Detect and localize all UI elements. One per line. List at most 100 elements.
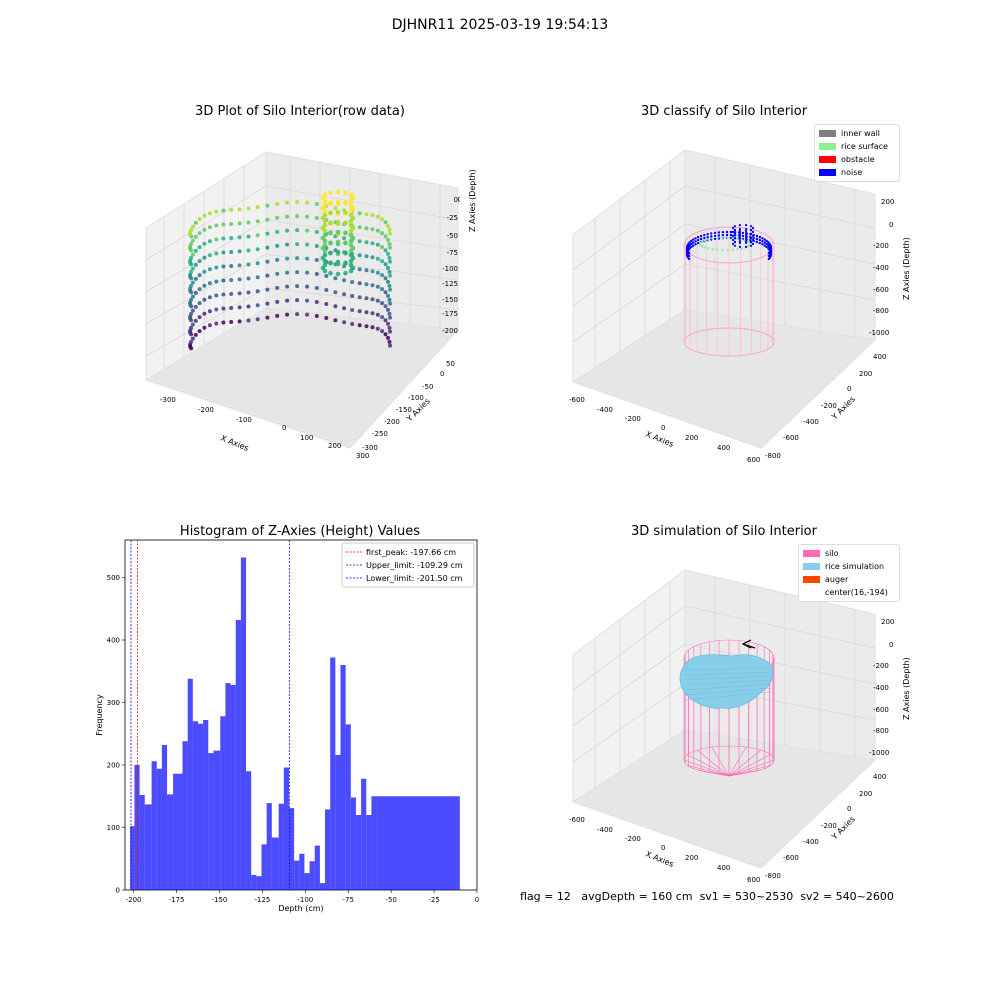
- raw-point: [255, 247, 260, 252]
- raw-point: [335, 271, 341, 277]
- silo-floor-line: [728, 759, 775, 777]
- noise-point: [688, 244, 691, 247]
- noise-point: [699, 234, 703, 238]
- raw-point: [214, 307, 219, 312]
- raw-point: [350, 308, 355, 312]
- raw-point: [189, 312, 193, 316]
- histogram-bar: [309, 861, 315, 890]
- histogram-bar: [167, 794, 174, 890]
- raw-point: [190, 252, 195, 257]
- legend-swatch: [803, 563, 820, 570]
- raw-point: [357, 239, 362, 244]
- noise-point: [751, 234, 755, 238]
- rice-surface-point: [701, 240, 704, 243]
- raw-point: [388, 273, 392, 278]
- simulation-y-tick: -200: [821, 822, 837, 830]
- raw-point: [237, 277, 242, 282]
- rice-surface-point: [703, 246, 706, 249]
- rice-mesh-line: [684, 687, 772, 696]
- histogram-y-tick-label: 0: [116, 887, 120, 895]
- raw-point: [305, 242, 310, 247]
- raw-point: [343, 260, 348, 266]
- noise-point: [738, 233, 741, 236]
- noise-point: [741, 231, 745, 235]
- classify-y-tick: -800: [765, 452, 781, 460]
- raw-z-tick: -100: [442, 265, 458, 273]
- legend-item-center: center(16,-194): [803, 586, 899, 599]
- raw-point: [386, 265, 390, 270]
- raw-point: [305, 256, 310, 261]
- noise-point: [767, 251, 771, 255]
- raw-point: [314, 202, 319, 206]
- raw-point: [383, 276, 388, 281]
- histogram-bar: [144, 804, 152, 890]
- rice-surface-point: [703, 239, 706, 242]
- raw-point: [295, 214, 300, 219]
- raw-point: [246, 220, 251, 225]
- histogram-y-tick-label: 100: [107, 824, 120, 832]
- raw-point: [255, 303, 260, 308]
- raw-point: [237, 263, 242, 268]
- noise-point: [713, 237, 717, 241]
- noise-point: [697, 235, 700, 239]
- noise-point: [738, 240, 741, 243]
- raw-point: [221, 236, 226, 241]
- raw-point: [324, 288, 329, 292]
- raw-point: [322, 252, 328, 258]
- raw-point: [357, 295, 362, 300]
- raw-point: [305, 200, 310, 205]
- raw-x-tick: -200: [198, 406, 214, 414]
- raw-point: [342, 320, 347, 325]
- raw-point: [237, 221, 242, 226]
- raw-point: [333, 290, 338, 295]
- rice-surface-point: [740, 247, 743, 250]
- raw-point: [314, 216, 319, 220]
- raw-point: [202, 255, 207, 260]
- legend-swatch: [819, 143, 836, 150]
- raw-point: [364, 282, 369, 287]
- histogram-bar: [139, 795, 145, 890]
- raw-point: [357, 309, 362, 314]
- simulation-y-tick: -400: [803, 838, 819, 846]
- histogram-x-tick-label: -25: [428, 896, 439, 904]
- raw-point: [207, 267, 212, 272]
- raw-point: [229, 236, 234, 240]
- rice-surface-point: [699, 241, 702, 244]
- noise-point: [733, 241, 736, 244]
- legend-label: noise: [841, 168, 863, 177]
- histogram-x-tick-label: -150: [211, 896, 227, 904]
- legend-label: rice surface: [841, 142, 888, 151]
- simulation-y-tick: -800: [765, 872, 781, 880]
- noise-point: [750, 229, 753, 232]
- raw-point: [387, 297, 392, 302]
- classify-z-tick: -600: [873, 286, 889, 294]
- raw-point: [383, 332, 388, 337]
- classify-x-tick: 200: [685, 434, 698, 442]
- histogram-bar: [325, 809, 331, 890]
- depth-histogram: -200 -175 -150 -125 -100 -75 -50 -25 0 0 100 200 30…: [95, 539, 479, 913]
- raw-point: [202, 269, 207, 274]
- classify-x-tick: 600: [747, 456, 760, 464]
- rice-mesh-line: [684, 683, 772, 691]
- legend-item-noise: noise: [819, 166, 899, 179]
- histogram-bar: [230, 685, 236, 890]
- raw-point: [190, 224, 195, 229]
- raw-point: [214, 265, 219, 270]
- raw-point: [324, 316, 329, 320]
- raw-point: [221, 306, 226, 311]
- noise-point: [690, 245, 693, 249]
- raw-point: [383, 290, 388, 295]
- noise-point: [761, 240, 764, 243]
- legend-item-rice-surface: rice surface: [819, 140, 899, 153]
- noise-point: [703, 236, 706, 240]
- raw-point: [348, 208, 354, 214]
- raw-point: [255, 275, 260, 280]
- histogram-bar: [366, 815, 372, 890]
- raw-point: [364, 212, 369, 217]
- raw-point: [324, 274, 329, 278]
- raw-point: [375, 298, 380, 303]
- raw-z-axis-label: Z Axies (Depth): [468, 169, 477, 232]
- classify-x-tick: -200: [625, 415, 641, 423]
- raw-point: [189, 242, 193, 246]
- raw-point: [197, 329, 202, 334]
